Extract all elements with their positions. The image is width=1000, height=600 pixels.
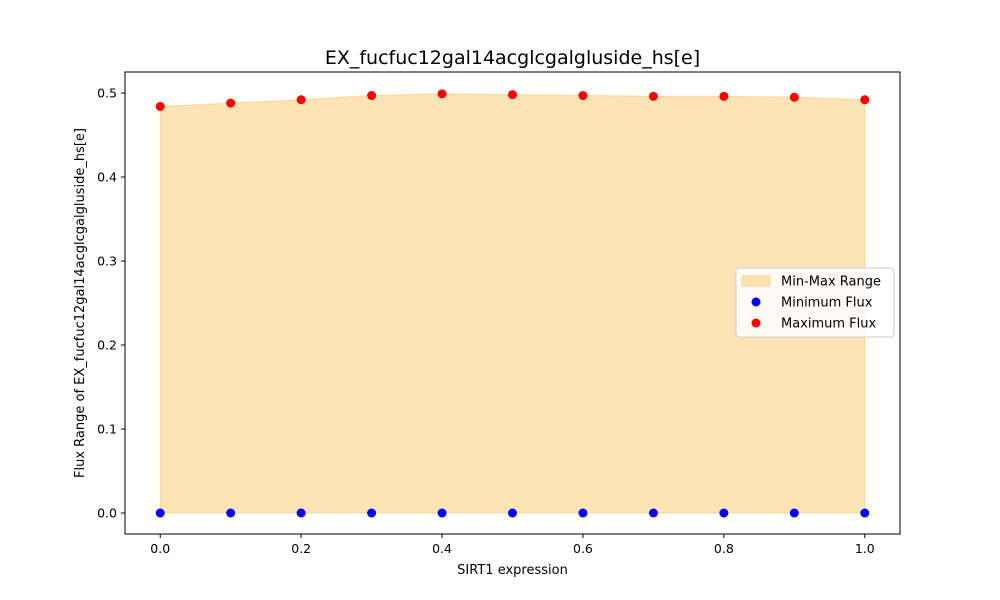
minimum-flux-point: [437, 508, 447, 518]
minimum-flux-point: [860, 508, 870, 518]
y-tick-label: 0.0: [97, 506, 117, 521]
minimum-flux-point: [296, 508, 306, 518]
x-tick-label: 0.8: [714, 541, 734, 556]
minimum-flux-point: [578, 508, 588, 518]
plot-frame: [124, 71, 901, 535]
maximum-flux-point: [648, 91, 658, 101]
maximum-flux-point: [508, 90, 517, 100]
y-axis-ticks: 0.0 0.1 0.2 0.3 0.4 0.5: [97, 86, 125, 521]
legend-label-minimum-flux: Minimum Flux: [781, 296, 873, 311]
maximum-flux-point: [155, 101, 165, 111]
legend-swatch-minimum-flux: [751, 297, 761, 307]
x-tick-label: 0.2: [291, 541, 311, 556]
legend: Min-Max Range Minimum Flux Maximum Flux: [735, 267, 895, 338]
legend-box: [735, 267, 895, 338]
minimum-flux-point: [155, 508, 165, 518]
x-tick-label: 1.0: [855, 541, 875, 556]
y-axis-label: Flux Range of EX_fucfuc12gal14acglcgalgl…: [73, 128, 88, 478]
x-tick-label: 0.4: [432, 541, 452, 556]
y-tick-label: 0.1: [97, 422, 117, 437]
minimum-flux-point: [367, 508, 377, 518]
minimum-flux-point: [719, 508, 729, 518]
legend-label-min-max-range: Min-Max Range: [781, 275, 881, 290]
x-tick-label: 0.0: [150, 541, 170, 556]
minimum-flux-point: [226, 508, 236, 518]
maximum-flux-point: [367, 91, 377, 101]
maximum-flux-point: [789, 92, 799, 102]
x-axis-label: SIRT1 expression: [457, 563, 568, 578]
minimum-flux-point: [508, 508, 517, 518]
minimum-flux-point: [648, 508, 658, 518]
maximum-flux-point: [719, 91, 729, 101]
y-tick-label: 0.3: [97, 254, 117, 269]
legend-swatch-maximum-flux: [751, 318, 761, 328]
maximum-flux-point: [578, 91, 588, 101]
maximum-flux-point: [226, 98, 236, 108]
y-tick-label: 0.5: [97, 86, 117, 101]
x-axis-ticks: 0.0 0.2 0.4 0.6 0.8 1.0: [150, 534, 875, 556]
maximum-flux-point: [860, 95, 870, 105]
legend-swatch-min-max-range: [741, 275, 771, 287]
y-tick-label: 0.2: [97, 338, 117, 353]
x-tick-label: 0.6: [573, 541, 593, 556]
maximum-flux-point: [437, 89, 447, 99]
y-tick-label: 0.4: [97, 170, 117, 185]
minimum-flux-point: [789, 508, 799, 518]
plot-area: [155, 89, 870, 518]
legend-label-maximum-flux: Maximum Flux: [781, 317, 877, 332]
maximum-flux-point: [296, 95, 306, 105]
chart-title: EX_fucfuc12gal14acglcgalgluside_hs[e]: [325, 47, 700, 69]
